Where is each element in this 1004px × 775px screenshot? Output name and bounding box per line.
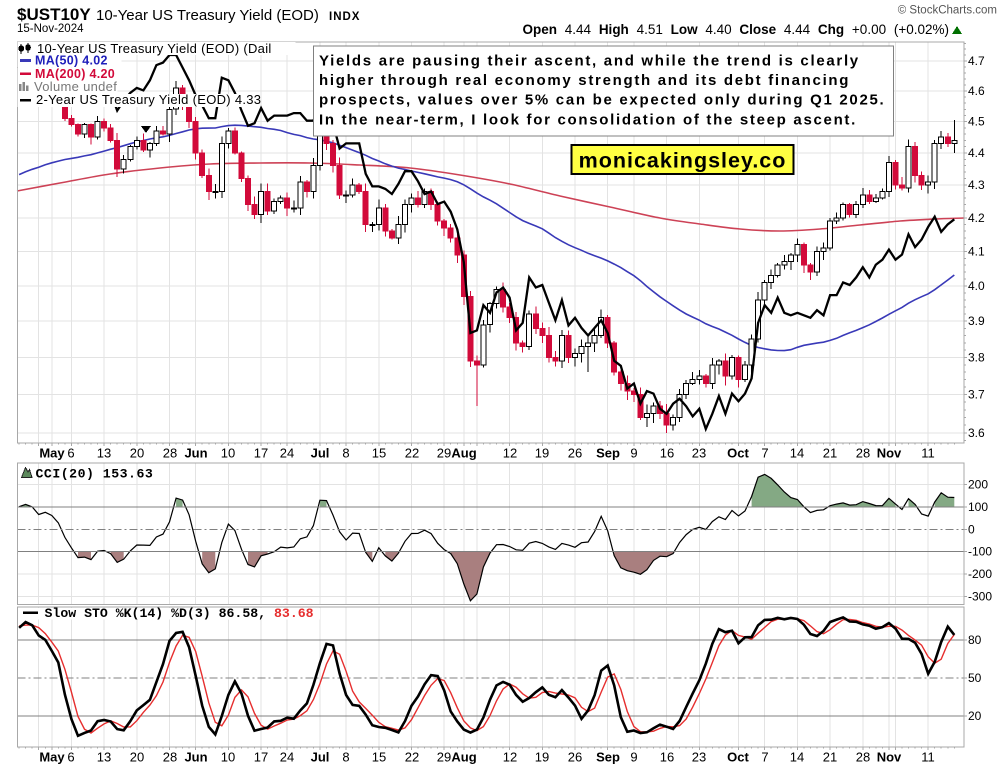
svg-text:4.0: 4.0 [968,279,985,293]
svg-text:28: 28 [856,446,870,461]
svg-text:Aug: Aug [451,750,476,765]
svg-text:-200: -200 [968,567,992,581]
svg-text:Oct: Oct [727,750,749,765]
svg-text:4.4: 4.4 [968,146,985,160]
svg-text:13: 13 [97,750,111,765]
svg-text:29: 29 [437,446,451,461]
svg-text:INDX: INDX [329,11,360,23]
svg-text:19: 19 [535,750,549,765]
svg-text:7: 7 [761,446,768,461]
svg-text:24: 24 [280,750,294,765]
svg-text:10: 10 [221,446,235,461]
svg-text:In the near-term, I look for c: In the near-term, I look for consolidati… [319,111,857,128]
svg-text:28: 28 [856,750,870,765]
svg-text:Sep: Sep [596,446,620,461]
svg-text:29: 29 [437,750,451,765]
svg-text:11: 11 [921,750,935,765]
svg-text:4.2: 4.2 [968,211,985,225]
svg-text:9: 9 [630,446,637,461]
svg-text:Nov: Nov [877,446,902,461]
svg-text:CCI(20) 153.63: CCI(20) 153.63 [36,467,154,482]
svg-text:Sep: Sep [596,750,620,765]
svg-text:10-Year US Treasury Yield (EOD: 10-Year US Treasury Yield (EOD) (Dail [37,41,272,56]
svg-text:3.9: 3.9 [968,314,985,328]
svg-text:4.3: 4.3 [968,178,985,192]
svg-text:4.5: 4.5 [968,115,985,129]
svg-text:Jun: Jun [184,446,207,461]
svg-text:24: 24 [280,446,294,461]
svg-text:$UST10Y: $UST10Y [17,5,91,24]
svg-text:4.7: 4.7 [968,54,985,68]
svg-text:16: 16 [660,446,674,461]
svg-text:Open 4.44 High 4.51 Low 4.40 C: Open 4.44 High 4.51 Low 4.40 Close 4.44 … [523,22,949,37]
svg-text:7: 7 [761,750,768,765]
svg-text:13: 13 [97,446,111,461]
svg-text:3.7: 3.7 [968,388,985,402]
svg-text:4.6: 4.6 [968,84,985,98]
svg-text:28: 28 [163,446,177,461]
svg-text:-300: -300 [968,590,992,604]
svg-text:19: 19 [535,446,549,461]
svg-text:16: 16 [660,750,674,765]
svg-text:Slow STO %K(14) %D(3) 86.58, 8: Slow STO %K(14) %D(3) 86.58, 83.68 [45,606,314,621]
svg-text:21: 21 [823,750,837,765]
svg-text:3.6: 3.6 [968,426,985,440]
svg-text:Aug: Aug [451,446,476,461]
svg-text:12: 12 [503,750,517,765]
svg-text:50: 50 [968,671,982,685]
svg-text:23: 23 [692,750,706,765]
svg-text:4.1: 4.1 [968,244,985,258]
svg-text:3.8: 3.8 [968,350,985,364]
svg-text:20: 20 [130,750,144,765]
svg-text:8: 8 [342,446,349,461]
svg-text:6: 6 [67,750,74,765]
svg-text:higher through real economy st: higher through real economy strength and… [319,72,850,89]
svg-text:Nov: Nov [877,750,902,765]
svg-text:MA(200) 4.20: MA(200) 4.20 [35,67,115,81]
svg-text:17: 17 [254,750,268,765]
svg-text:15-Nov-2024: 15-Nov-2024 [17,23,84,35]
svg-text:-100: -100 [968,545,992,559]
svg-text:May: May [39,446,65,461]
svg-text:Yields are pausing their ascen: Yields are pausing their ascent, and whi… [319,53,860,70]
svg-text:20: 20 [130,446,144,461]
svg-text:80: 80 [968,633,982,647]
svg-text:15: 15 [372,446,386,461]
svg-text:10-Year US Treasury Yield (EOD: 10-Year US Treasury Yield (EOD) [96,7,319,24]
svg-text:10: 10 [221,750,235,765]
svg-text:8: 8 [342,750,349,765]
svg-text:© StockCharts.com: © StockCharts.com [898,5,997,17]
svg-text:prospects, values over 5% can: prospects, values over 5% can be expecte… [319,92,885,109]
svg-text:20: 20 [968,709,982,723]
svg-text:15: 15 [372,750,386,765]
svg-text:14: 14 [790,446,804,461]
svg-text:monicakingsley.co: monicakingsley.co [579,149,787,173]
svg-text:200: 200 [968,478,988,492]
svg-text:14: 14 [790,750,804,765]
svg-text:17: 17 [254,446,268,461]
svg-text:22: 22 [405,750,419,765]
svg-text:28: 28 [163,750,177,765]
svg-text:9: 9 [630,750,637,765]
svg-text:Jul: Jul [311,446,330,461]
svg-text:23: 23 [692,446,706,461]
svg-text:0: 0 [968,522,975,536]
svg-text:100: 100 [968,500,988,514]
svg-text:26: 26 [568,750,582,765]
svg-text:11: 11 [921,446,935,461]
svg-text:MA(50) 4.02: MA(50) 4.02 [35,54,108,68]
svg-text:26: 26 [568,446,582,461]
svg-text:12: 12 [503,446,517,461]
svg-text:6: 6 [67,446,74,461]
svg-text:May: May [39,750,65,765]
svg-text:2-Year US Treasury Yield (EOD): 2-Year US Treasury Yield (EOD) 4.33 [36,92,261,107]
svg-text:Volume undef: Volume undef [34,79,117,94]
svg-text:22: 22 [405,446,419,461]
svg-text:Jul: Jul [311,750,330,765]
svg-text:Jun: Jun [184,750,207,765]
svg-text:Oct: Oct [727,446,749,461]
svg-text:21: 21 [823,446,837,461]
